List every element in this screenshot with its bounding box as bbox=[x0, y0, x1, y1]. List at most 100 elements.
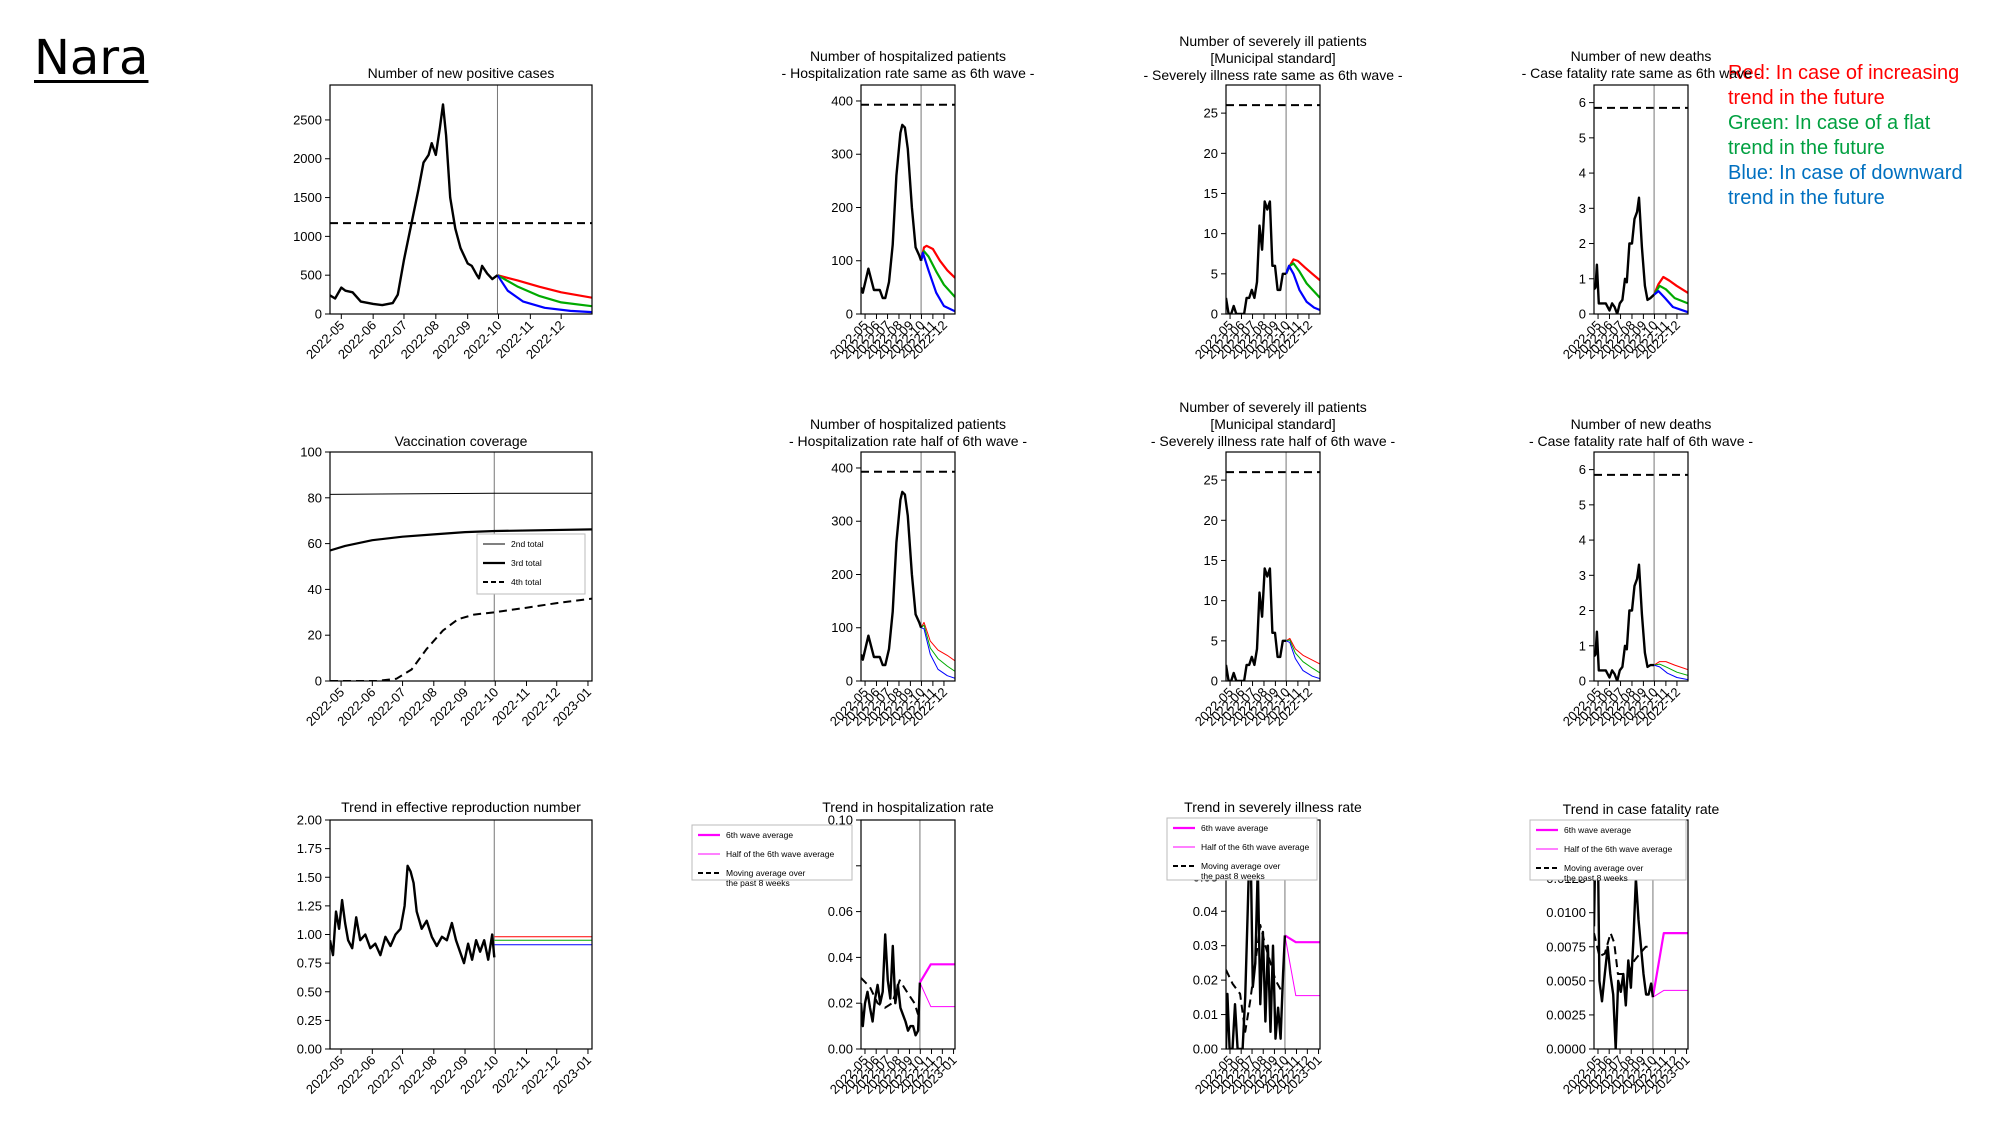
chart-panel: Number of severely ill patients[Municipa… bbox=[1143, 33, 1402, 362]
y-tick-label: 100 bbox=[831, 253, 853, 268]
y-tick-label: 6 bbox=[1579, 95, 1586, 110]
y-tick-label: 1000 bbox=[293, 229, 322, 244]
y-tick-label: 1.25 bbox=[297, 898, 322, 913]
series-line-magenta bbox=[1284, 934, 1320, 944]
series-line-actual bbox=[1594, 563, 1655, 681]
y-tick-label: 1.00 bbox=[297, 927, 322, 942]
series-line-green bbox=[496, 274, 592, 308]
series-line-magenta-thin bbox=[1284, 935, 1320, 997]
chart-panel: Trend in effective reproduction number 0.… bbox=[297, 799, 594, 1097]
series-line-blue bbox=[1285, 264, 1320, 312]
y-tick-label: 300 bbox=[831, 147, 853, 162]
y-tick-label: 0.00 bbox=[1193, 1042, 1218, 1057]
legend-label: the past 8 weeks bbox=[1564, 873, 1628, 883]
y-tick-label: 0 bbox=[1579, 674, 1586, 689]
chart-title: Number of hospitalized patients bbox=[810, 416, 1006, 432]
y-tick-label: 0.03 bbox=[1193, 938, 1218, 953]
y-tick-label: 0.0050 bbox=[1546, 973, 1586, 988]
chart-legend: 6th wave average Half of the 6th wave ave… bbox=[1166, 817, 1318, 881]
chart-panel: Number of new deaths- Case fatality rate… bbox=[1522, 48, 1761, 362]
y-tick-label: 200 bbox=[831, 567, 853, 582]
y-tick-label: 1500 bbox=[293, 190, 322, 205]
series-line-actual bbox=[861, 933, 922, 1037]
y-tick-label: 10 bbox=[1204, 593, 1218, 608]
legend-label: Half of the 6th wave average bbox=[726, 849, 834, 859]
chart-title: - Hospitalization rate same as 6th wave … bbox=[782, 65, 1035, 81]
chart-title: - Severely illness rate half of 6th wave… bbox=[1151, 433, 1396, 449]
y-tick-label: 500 bbox=[300, 268, 322, 283]
plot-frame bbox=[860, 819, 956, 1050]
y-tick-label: 2.00 bbox=[297, 813, 322, 828]
y-tick-label: 20 bbox=[308, 628, 322, 643]
note-line: Blue: In case of downward bbox=[1728, 162, 1963, 184]
chart-title: - Case fatality rate half of 6th wave - bbox=[1529, 433, 1753, 449]
plot-frame bbox=[1225, 84, 1321, 315]
legend-label: 6th wave average bbox=[1564, 825, 1631, 835]
y-tick-label: 0 bbox=[846, 307, 853, 322]
y-tick-label: 0 bbox=[846, 674, 853, 689]
chart-panel: Vaccination coverage0204060801002022-052… bbox=[300, 433, 594, 729]
note-line: trend in the future bbox=[1728, 137, 1885, 159]
series-line-red bbox=[920, 244, 955, 279]
chart-legend: 6th wave average Half of the 6th wave ave… bbox=[1529, 819, 1687, 883]
series-line-red-thin bbox=[1653, 661, 1688, 671]
series-line-blue bbox=[1653, 290, 1688, 314]
y-tick-label: 2 bbox=[1579, 603, 1586, 618]
y-tick-label: 2000 bbox=[293, 151, 322, 166]
series-line-actual bbox=[330, 103, 499, 307]
chart-panel: Number of hospitalized patients- Hospita… bbox=[782, 48, 1035, 362]
y-tick-label: 100 bbox=[300, 445, 322, 460]
chart-title: [Municipal standard] bbox=[1210, 416, 1335, 432]
note-line: trend in the future bbox=[1728, 187, 1885, 209]
series-line-green-thin bbox=[1285, 639, 1320, 674]
series-line-magenta bbox=[918, 963, 955, 984]
y-tick-label: 0.0100 bbox=[1546, 905, 1586, 920]
y-tick-label: 25 bbox=[1204, 106, 1218, 121]
chart-panel: Trend in case fatality rate 0.0000 0.0025 0… bbox=[1529, 801, 1720, 1097]
y-tick-label: 0.06 bbox=[828, 904, 853, 919]
series-line-blue-thin bbox=[920, 627, 955, 679]
y-tick-label: 0.75 bbox=[297, 956, 322, 971]
y-tick-label: 0 bbox=[315, 674, 322, 689]
legend-label: Moving average over bbox=[1564, 863, 1644, 873]
plot-frame bbox=[1593, 451, 1689, 682]
plot-frame bbox=[1593, 84, 1689, 315]
y-tick-label: 0.50 bbox=[297, 984, 322, 999]
y-tick-label: 0.00 bbox=[297, 1042, 322, 1057]
series-line-blue-thin bbox=[1285, 640, 1320, 680]
y-tick-label: 5 bbox=[1579, 497, 1586, 512]
y-tick-label: 0.01 bbox=[1193, 1007, 1218, 1022]
y-tick-label: 0.02 bbox=[1193, 973, 1218, 988]
y-tick-label: 3 bbox=[1579, 201, 1586, 216]
series-line-dashed bbox=[330, 597, 592, 681]
legend-label: the past 8 weeks bbox=[726, 878, 790, 888]
y-tick-label: 100 bbox=[831, 620, 853, 635]
chart-title: Number of new deaths bbox=[1571, 48, 1712, 64]
chart-title: Trend in case fatality rate bbox=[1563, 801, 1720, 817]
y-tick-label: 400 bbox=[831, 460, 853, 475]
series-line-actual bbox=[330, 864, 496, 965]
y-tick-label: 20 bbox=[1204, 513, 1218, 528]
series-line-dashed bbox=[861, 977, 920, 1015]
y-tick-label: 400 bbox=[831, 93, 853, 108]
series-line-red-thin bbox=[920, 621, 955, 662]
series-line-actual bbox=[861, 490, 923, 667]
chart-title: Number of new positive cases bbox=[368, 65, 555, 81]
chart-title: Number of severely ill patients bbox=[1179, 399, 1367, 415]
series-line-magenta bbox=[1651, 931, 1688, 998]
chart-title: Trend in severely illness rate bbox=[1184, 799, 1362, 815]
plot-frame bbox=[860, 451, 956, 682]
plot-frame bbox=[329, 451, 593, 682]
y-tick-label: 5 bbox=[1579, 130, 1586, 145]
y-tick-label: 0.02 bbox=[828, 996, 853, 1011]
plot-frame bbox=[329, 84, 593, 315]
series-line-blue-thin bbox=[1653, 664, 1688, 681]
note-line: Green: In case of a flat bbox=[1728, 112, 1931, 134]
chart-legend: 6th wave average Half of the 6th wave ave… bbox=[691, 824, 853, 888]
y-tick-label: 1 bbox=[1579, 271, 1586, 286]
chart-title: Number of new deaths bbox=[1571, 416, 1712, 432]
y-tick-label: 15 bbox=[1204, 186, 1218, 201]
y-tick-label: 0.0000 bbox=[1546, 1042, 1586, 1057]
series-line-green-thin bbox=[1654, 663, 1688, 676]
legend-label: Half of the 6th wave average bbox=[1201, 842, 1309, 852]
